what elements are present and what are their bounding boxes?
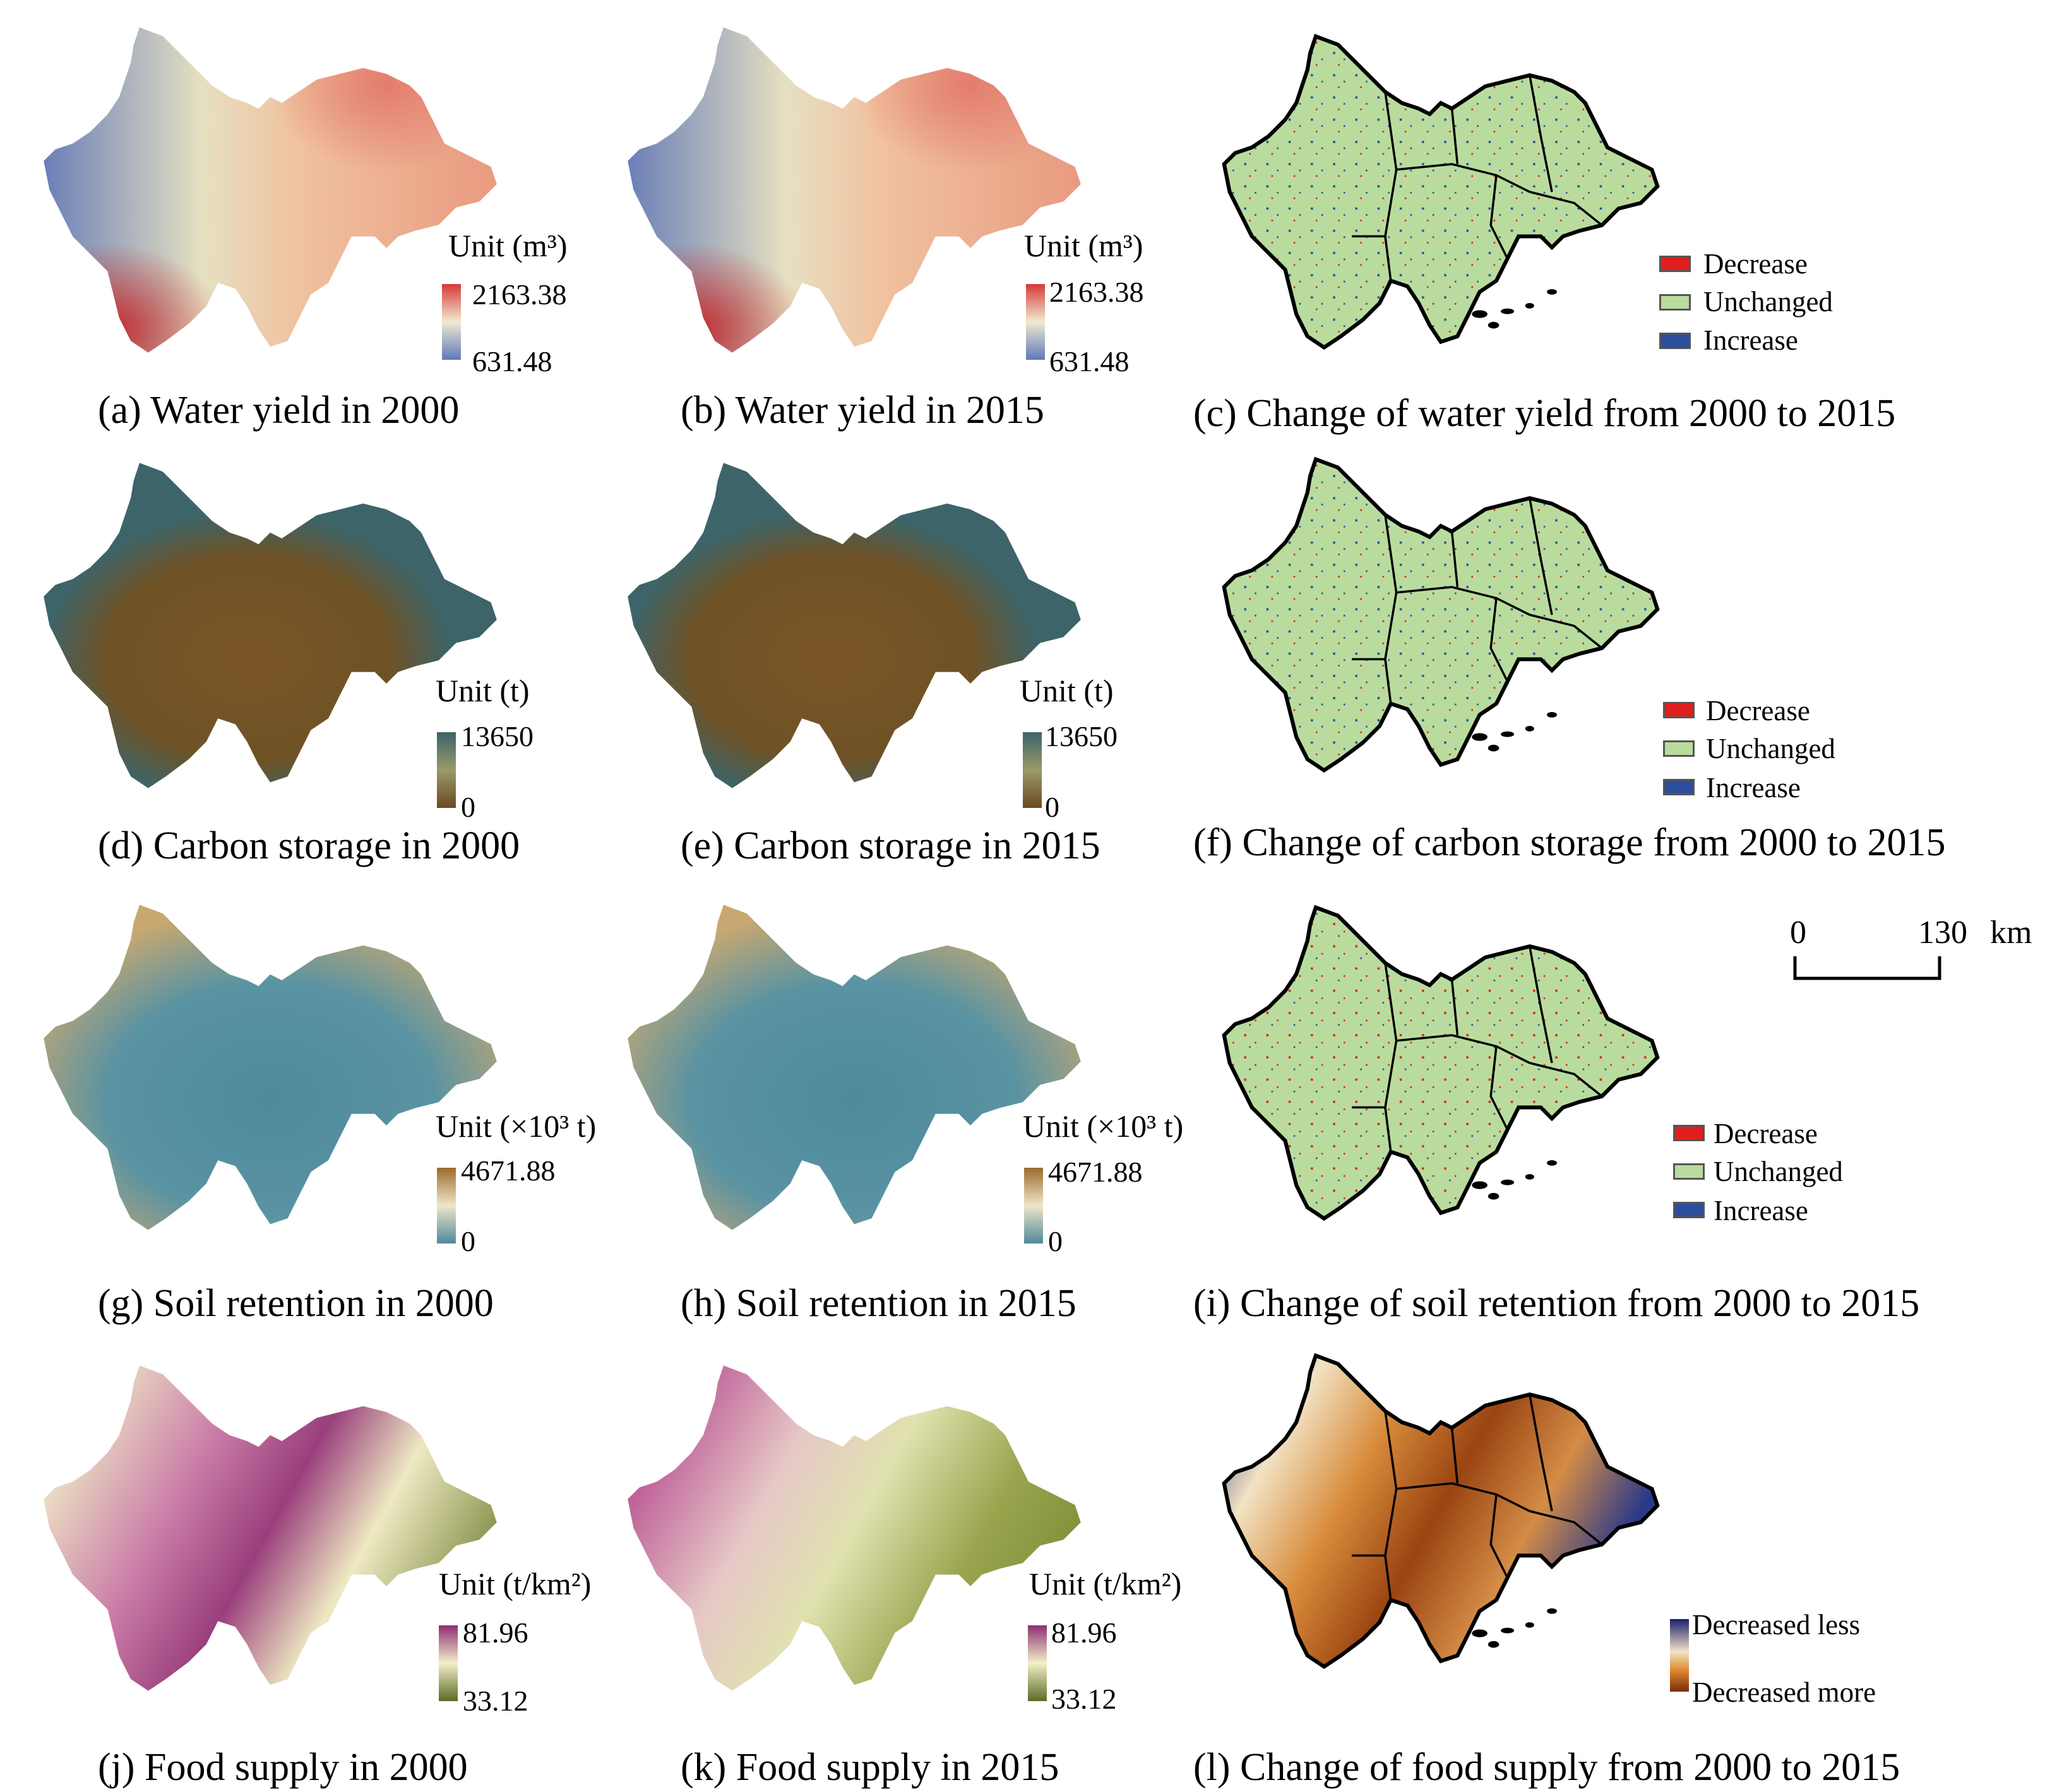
map-f-carbon-change [1224, 460, 1657, 771]
map-a-water-2000 [44, 27, 497, 353]
caption-e: (e) Carbon storage in 2015 [681, 824, 1100, 867]
min-label-d: 0 [461, 791, 475, 823]
caption-c: (c) Change of water yield from 2000 to 2… [1193, 392, 1896, 435]
legend-label-c-decrease: Decrease [1703, 248, 1808, 280]
caption-j: (j) Food supply in 2000 [98, 1746, 468, 1789]
legend-label-f-decrease: Decrease [1706, 695, 1810, 727]
colorbar-g [437, 1168, 456, 1243]
colorbar-e [1023, 732, 1042, 808]
legend-label-l-more: Decreased more [1692, 1676, 1876, 1708]
colorbar-b [1026, 284, 1045, 360]
scale-bar-start: 0 [1790, 915, 1806, 951]
caption-a: (a) Water yield in 2000 [98, 389, 460, 432]
legend-swatch-f-unchanged [1663, 740, 1695, 757]
map-b-water-2015 [628, 27, 1081, 353]
caption-f: (f) Change of carbon storage from 2000 t… [1193, 821, 1946, 864]
map-j-food-2000 [44, 1365, 497, 1691]
caption-g: (g) Soil retention in 2000 [98, 1282, 494, 1325]
map-l-food-change [1224, 1356, 1657, 1667]
legend-label-i-decrease: Decrease [1714, 1118, 1818, 1149]
legend-label-i-unchanged: Unchanged [1714, 1156, 1843, 1187]
min-label-g: 0 [461, 1225, 475, 1257]
map-c-water-change [1224, 37, 1657, 348]
legend-label-l-less: Decreased less [1692, 1609, 1861, 1641]
caption-k: (k) Food supply in 2015 [681, 1746, 1059, 1789]
legend-swatch-c-decrease [1659, 256, 1691, 272]
colorbar-h [1024, 1168, 1043, 1243]
scale-bar-unit: km [1990, 915, 2032, 951]
unit-label-j: Unit (t/km²) [439, 1566, 592, 1601]
max-label-k: 81.96 [1051, 1617, 1117, 1649]
min-label-e: 0 [1045, 791, 1059, 823]
legend-swatch-i-decrease [1673, 1125, 1705, 1141]
unit-label-d: Unit (t) [436, 673, 530, 708]
legend-label-f-increase: Increase [1706, 772, 1801, 804]
map-i-soil-change [1224, 908, 1657, 1219]
colorbar-k [1028, 1625, 1047, 1701]
map-e-carbon-2015 [628, 463, 1081, 788]
min-label-a: 631.48 [472, 345, 552, 377]
map-d-carbon-2000 [44, 463, 497, 788]
unit-label-b: Unit (m³) [1024, 228, 1143, 263]
colorbar-l [1670, 1619, 1689, 1692]
caption-l: (l) Change of food supply from 2000 to 2… [1193, 1746, 1900, 1789]
min-label-b: 631.48 [1049, 345, 1130, 377]
scale-bar-end: 130 [1918, 915, 1967, 951]
max-label-d: 13650 [461, 720, 534, 752]
max-label-g: 4671.88 [461, 1154, 556, 1187]
caption-b: (b) Water yield in 2015 [681, 389, 1044, 432]
min-label-h: 0 [1048, 1225, 1063, 1257]
legend-label-c-increase: Increase [1703, 324, 1798, 356]
map-h-soil-2015 [628, 905, 1081, 1230]
unit-label-k: Unit (t/km²) [1029, 1566, 1182, 1601]
colorbar-j [439, 1625, 458, 1701]
colorbar-a [442, 284, 461, 360]
max-label-e: 13650 [1045, 720, 1118, 752]
unit-label-a: Unit (m³) [448, 228, 568, 263]
legend-swatch-f-increase [1663, 779, 1695, 795]
map-g-soil-2000 [44, 905, 497, 1230]
legend-swatch-f-decrease [1663, 702, 1695, 718]
max-label-h: 4671.88 [1048, 1156, 1143, 1188]
legend-swatch-c-increase [1659, 333, 1691, 349]
max-label-j: 81.96 [463, 1617, 528, 1649]
max-label-b: 2163.38 [1049, 276, 1144, 308]
unit-label-g: Unit (×10³ t) [436, 1108, 597, 1144]
unit-label-e: Unit (t) [1020, 673, 1114, 708]
legend-label-c-unchanged: Unchanged [1703, 286, 1833, 317]
caption-i: (i) Change of soil retention from 2000 t… [1193, 1282, 1920, 1325]
min-label-j: 33.12 [463, 1685, 528, 1717]
legend-label-f-unchanged: Unchanged [1706, 733, 1835, 764]
unit-label-h: Unit (×10³ t) [1023, 1108, 1184, 1144]
map-k-food-2015 [628, 1365, 1081, 1691]
colorbar-d [437, 732, 456, 808]
legend-swatch-i-unchanged [1673, 1163, 1705, 1180]
max-label-a: 2163.38 [472, 278, 567, 311]
min-label-k: 33.12 [1051, 1683, 1117, 1715]
caption-h: (h) Soil retention in 2015 [681, 1282, 1076, 1325]
legend-swatch-c-unchanged [1659, 294, 1691, 311]
legend-swatch-i-increase [1673, 1202, 1705, 1218]
scale-bar [1793, 956, 1941, 980]
legend-label-i-increase: Increase [1714, 1195, 1808, 1226]
caption-d: (d) Carbon storage in 2000 [98, 824, 520, 867]
